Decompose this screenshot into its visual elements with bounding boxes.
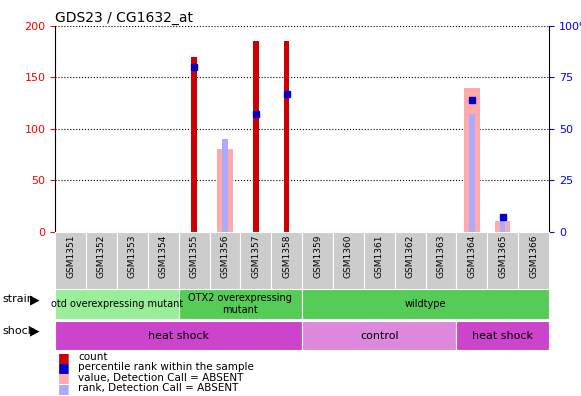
Bar: [495, 221, 511, 232]
Bar: [302, 289, 549, 319]
Bar: [117, 232, 148, 289]
Text: wildtype: wildtype: [405, 299, 446, 309]
Bar: [469, 114, 475, 232]
Text: heat shock: heat shock: [148, 331, 209, 341]
Bar: [191, 57, 197, 232]
Text: GSM1366: GSM1366: [529, 234, 538, 278]
Text: strain: strain: [3, 295, 35, 305]
Bar: [464, 88, 479, 232]
Text: GSM1353: GSM1353: [128, 234, 137, 278]
Bar: [302, 321, 457, 350]
Bar: [394, 232, 425, 289]
Text: GSM1356: GSM1356: [220, 234, 229, 278]
Text: GSM1362: GSM1362: [406, 234, 415, 278]
Bar: [364, 232, 394, 289]
Text: count: count: [78, 352, 108, 362]
Text: GSM1360: GSM1360: [344, 234, 353, 278]
Text: OTX2 overexpressing
mutant: OTX2 overexpressing mutant: [188, 293, 292, 315]
Bar: [217, 149, 232, 232]
Bar: [179, 232, 210, 289]
Bar: [210, 232, 241, 289]
Bar: [55, 232, 86, 289]
Text: GSM1355: GSM1355: [189, 234, 199, 278]
Text: value, Detection Call = ABSENT: value, Detection Call = ABSENT: [78, 373, 244, 383]
Text: otd overexpressing mutant: otd overexpressing mutant: [51, 299, 183, 309]
Text: ▶: ▶: [30, 325, 40, 338]
Bar: [253, 41, 259, 232]
Bar: [302, 232, 333, 289]
Text: shock: shock: [3, 326, 35, 336]
Text: GSM1363: GSM1363: [436, 234, 446, 278]
Text: ■: ■: [58, 382, 70, 394]
Text: GSM1365: GSM1365: [498, 234, 507, 278]
Text: ■: ■: [58, 361, 70, 374]
Bar: [271, 232, 302, 289]
Text: GSM1364: GSM1364: [467, 234, 476, 278]
Bar: [425, 232, 457, 289]
Text: GSM1361: GSM1361: [375, 234, 384, 278]
Text: ■: ■: [58, 371, 70, 384]
Text: control: control: [360, 331, 399, 341]
Text: GSM1358: GSM1358: [282, 234, 291, 278]
Text: GDS23 / CG1632_at: GDS23 / CG1632_at: [55, 11, 193, 25]
Bar: [487, 232, 518, 289]
Bar: [223, 139, 228, 232]
Text: heat shock: heat shock: [472, 331, 533, 341]
Text: ▶: ▶: [30, 293, 40, 306]
Bar: [148, 232, 179, 289]
Text: rank, Detection Call = ABSENT: rank, Detection Call = ABSENT: [78, 383, 239, 393]
Bar: [518, 232, 549, 289]
Bar: [241, 232, 271, 289]
Text: ■: ■: [58, 351, 70, 364]
Bar: [333, 232, 364, 289]
Text: GSM1351: GSM1351: [66, 234, 75, 278]
Text: GSM1357: GSM1357: [252, 234, 260, 278]
Text: GSM1354: GSM1354: [159, 234, 168, 278]
Bar: [457, 232, 487, 289]
Text: GSM1352: GSM1352: [97, 234, 106, 278]
Bar: [55, 321, 302, 350]
Bar: [284, 41, 289, 232]
Bar: [86, 232, 117, 289]
Bar: [179, 289, 302, 319]
Bar: [457, 321, 549, 350]
Text: GSM1359: GSM1359: [313, 234, 322, 278]
Bar: [55, 289, 179, 319]
Bar: [500, 217, 505, 232]
Text: percentile rank within the sample: percentile rank within the sample: [78, 362, 254, 373]
